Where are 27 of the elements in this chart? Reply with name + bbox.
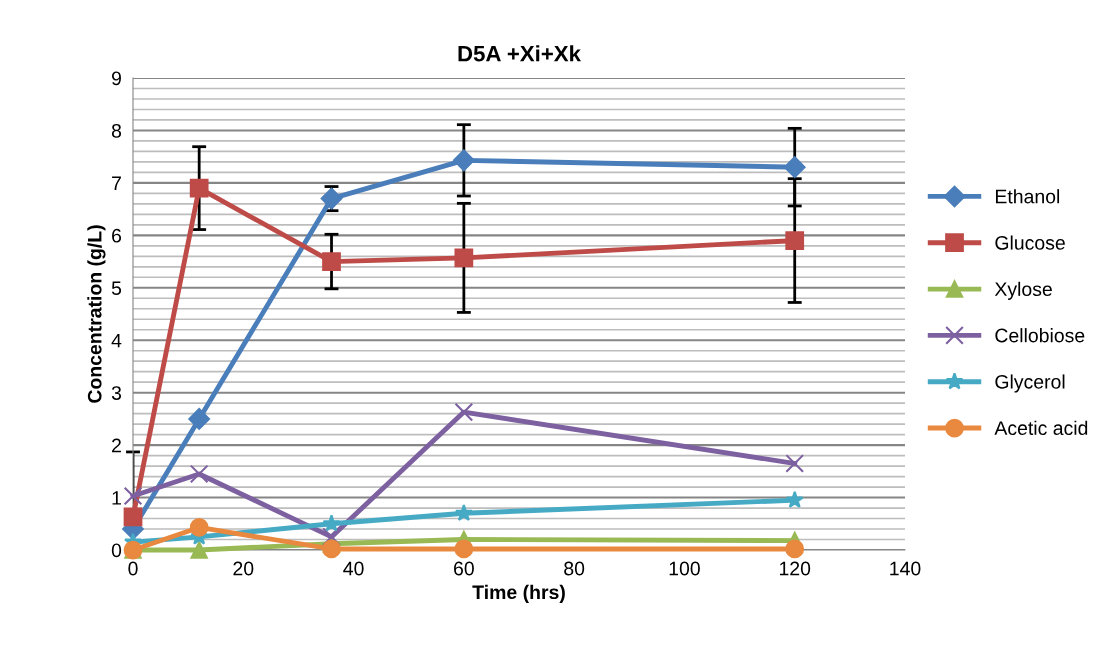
y-tick-label: 6 [112,228,122,243]
y-tick-label: 2 [112,438,121,453]
x-tick-label: 100 [669,561,700,576]
y-tick-label: 5 [111,281,122,296]
legend-label: Cellobiose [995,328,1085,343]
x-tick-label: 120 [779,561,811,576]
x-tick-label: 80 [564,561,585,576]
legend-label: Glycerol [995,374,1065,393]
legend-label: Glucose [995,235,1065,250]
y-axis-title: Concentration (g/L) [87,225,106,403]
chart-title: D5A +Xi+Xk [458,45,581,62]
y-tick-label: 4 [111,333,122,348]
x-tick-label: 40 [343,561,364,576]
x-tick-label: 60 [454,561,474,576]
x-axis-title: Time (hrs) [472,584,565,603]
legend-label: Acetic acid [994,420,1088,436]
y-tick-label: 8 [111,123,122,138]
y-tick-label: 9 [111,71,121,86]
x-tick-label: 140 [890,561,921,576]
legend-label: Ethanol [995,189,1060,204]
x-tick-label: 20 [233,561,254,576]
x-tick-label: 0 [128,561,138,576]
y-tick-label: 0 [111,543,122,558]
y-tick-label: 3 [111,386,122,400]
legend-label: Xylose [994,281,1052,300]
y-tick-label: 1 [112,491,121,505]
y-tick-label: 7 [112,176,121,190]
